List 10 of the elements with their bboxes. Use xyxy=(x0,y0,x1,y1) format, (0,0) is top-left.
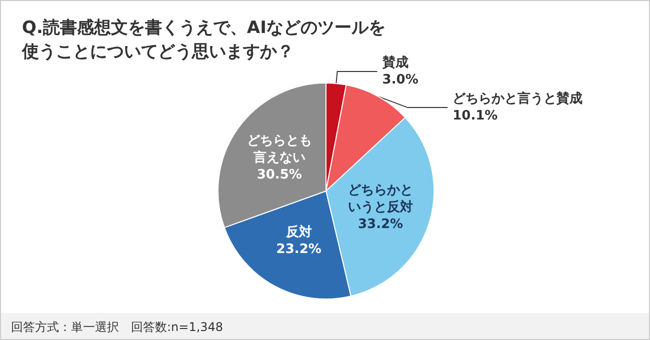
data-label: 3.0% xyxy=(382,72,418,88)
text: 回答方式：単一選択 回答数:n=1,348 xyxy=(11,320,224,334)
slice-label: どちらとも言えない xyxy=(246,134,312,166)
data-label: 23.2% xyxy=(276,242,322,258)
slice-label: どちらかと言うと賛成 xyxy=(452,90,583,107)
slice-label: 反対 xyxy=(284,224,312,240)
data-label: 30.5% xyxy=(256,168,302,183)
data-label: 33.2% xyxy=(358,217,404,232)
data-label: 10.1% xyxy=(452,108,498,124)
slice-label: どちらかというと反対 xyxy=(348,183,414,216)
